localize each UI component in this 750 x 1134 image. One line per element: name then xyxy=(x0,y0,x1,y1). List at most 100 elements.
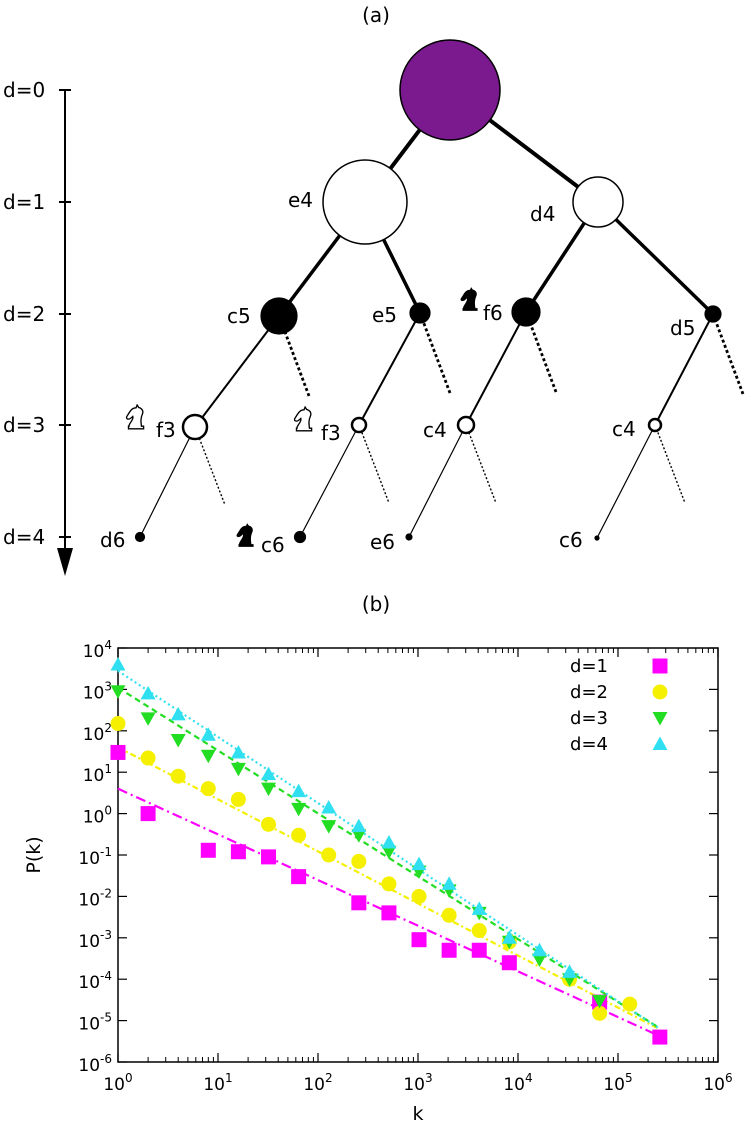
chart-legend: d=1 d=2 d=3 d=4 xyxy=(570,656,668,755)
y-axis-label: P(k) xyxy=(23,836,45,873)
data-point-d=1 xyxy=(381,905,397,921)
tree-edge xyxy=(596,200,715,316)
tree-node xyxy=(134,531,146,543)
data-point-d=3 xyxy=(381,845,397,860)
tree-node xyxy=(405,533,413,541)
root-node xyxy=(399,39,501,141)
data-point-d=3 xyxy=(170,733,186,748)
chart-points xyxy=(110,656,668,1045)
tree-edge xyxy=(299,424,360,538)
tree-nodes xyxy=(134,39,722,544)
move-label: f6 xyxy=(483,301,503,325)
data-point-d=2 xyxy=(261,816,277,832)
tree-node xyxy=(594,535,600,541)
tree-edge xyxy=(596,424,656,539)
black-knight-icon xyxy=(236,523,254,547)
legend-label: d=1 xyxy=(570,656,608,677)
panel-a-label: (a) xyxy=(362,3,390,27)
legend-label: d=2 xyxy=(570,682,608,703)
depth-axis-arrowhead xyxy=(57,548,73,576)
tree-node xyxy=(704,305,722,323)
tree-node xyxy=(647,417,663,433)
tree-node xyxy=(322,159,408,245)
pruned-branch xyxy=(194,426,226,506)
pruned-branch xyxy=(654,424,686,504)
y-tick-label: 10-3 xyxy=(78,928,112,952)
depth-label: d=2 xyxy=(3,302,45,326)
data-point-d=4 xyxy=(531,942,547,957)
legend-marker xyxy=(652,684,668,700)
y-tick-label: 10-6 xyxy=(78,1052,112,1076)
tree-node xyxy=(293,530,307,544)
data-point-d=4 xyxy=(170,706,186,721)
move-label: c4 xyxy=(612,417,636,441)
data-point-d=3 xyxy=(110,685,126,699)
data-point-d=3 xyxy=(531,953,547,967)
data-point-d=4 xyxy=(411,856,427,871)
data-point-d=1 xyxy=(652,1029,668,1045)
data-point-d=3 xyxy=(351,829,367,843)
data-point-d=4 xyxy=(351,818,367,833)
data-point-d=4 xyxy=(501,930,517,944)
x-tick-label: 106 xyxy=(703,1071,732,1095)
data-point-d=2 xyxy=(291,827,307,843)
y-tick-label: 10-5 xyxy=(78,1011,112,1035)
x-tick-label: 101 xyxy=(203,1071,232,1095)
move-label: e6 xyxy=(370,530,395,554)
move-label: c5 xyxy=(227,304,251,328)
move-label: d5 xyxy=(670,316,695,340)
tree-node xyxy=(456,415,476,435)
depth-label: d=4 xyxy=(3,525,45,549)
x-tick-label: 105 xyxy=(603,1071,632,1095)
tree-node xyxy=(181,413,209,441)
pruned-branch xyxy=(465,424,497,504)
tree-node xyxy=(572,176,624,228)
y-tick-label: 10-4 xyxy=(78,969,112,993)
tree-edge xyxy=(408,424,467,538)
data-point-d=4 xyxy=(291,783,307,798)
data-point-d=4 xyxy=(562,964,578,978)
move-label: d6 xyxy=(100,528,125,552)
data-point-d=4 xyxy=(321,800,337,814)
legend-label: d=4 xyxy=(570,734,608,755)
white-knight-icon xyxy=(125,404,145,430)
data-point-d=3 xyxy=(592,994,608,1009)
data-point-d=1 xyxy=(261,849,277,865)
y-tick-label: 101 xyxy=(83,762,112,786)
depth-label: d=1 xyxy=(3,190,45,214)
x-axis-label: k xyxy=(412,1103,423,1125)
data-point-d=1 xyxy=(291,869,307,885)
x-tick-label: 102 xyxy=(303,1071,332,1095)
depth-axis xyxy=(57,90,73,576)
chart: 100 101 102 103 104 105 106 10-6 10-5 10-4 10-3 10-… xyxy=(23,638,733,1125)
tree-edge xyxy=(654,313,714,426)
depth-label: d=0 xyxy=(3,78,45,102)
y-tick-label: 104 xyxy=(83,638,112,662)
data-point-d=4 xyxy=(200,727,216,741)
data-point-d=3 xyxy=(291,802,307,817)
data-point-d=2 xyxy=(441,907,457,923)
game-tree: e4 d4 c5 e5 f6 d5 f3 f3 c4 c4 d6 c6 e6 c6 xyxy=(100,39,745,557)
data-point-d=4 xyxy=(381,835,397,849)
x-tick-label: 100 xyxy=(103,1071,132,1095)
data-point-d=2 xyxy=(140,750,156,766)
move-label: f3 xyxy=(156,418,176,442)
data-point-d=3 xyxy=(230,762,246,777)
panel-b-label: (b) xyxy=(362,592,390,616)
legend-label: d=3 xyxy=(570,708,608,729)
move-label: e5 xyxy=(372,303,397,327)
data-point-d=1 xyxy=(140,806,156,822)
x-tick-label: 103 xyxy=(403,1071,432,1095)
y-tick-label: 102 xyxy=(83,721,112,745)
data-point-d=2 xyxy=(110,716,126,732)
data-point-d=2 xyxy=(592,1005,608,1021)
tree-labels: e4 d4 c5 e5 f6 d5 f3 f3 c4 c4 d6 c6 e6 c6 xyxy=(100,188,695,557)
move-label: f3 xyxy=(321,421,341,445)
tree-node xyxy=(409,302,431,324)
data-point-d=2 xyxy=(200,781,216,797)
tree-edge xyxy=(358,312,421,426)
tree-node xyxy=(511,297,541,327)
tree-edge xyxy=(139,426,196,538)
y-tick-label: 10-1 xyxy=(78,845,112,869)
